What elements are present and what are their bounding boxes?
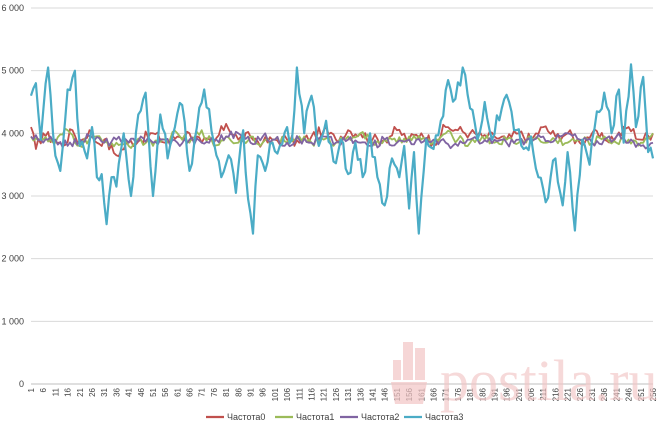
legend-label: Частота0 [227, 412, 265, 422]
x-tick-label: 256 [649, 387, 658, 401]
x-tick-label: 241 [612, 387, 621, 401]
x-tick-label: 166 [429, 387, 438, 401]
x-tick-label: 216 [551, 387, 560, 401]
x-tick-label: 136 [356, 387, 365, 401]
x-tick-label: 126 [332, 387, 341, 401]
hand-icon [391, 342, 427, 404]
x-tick-label: 246 [625, 387, 634, 401]
legend-label: Частота3 [425, 412, 463, 422]
legend: Частота0 Частота1 Частота2 Частота3 [206, 412, 463, 422]
x-tick-label: 176 [454, 387, 463, 401]
x-tick-label: 106 [283, 387, 292, 401]
watermark: postila.ru [391, 342, 657, 413]
x-tick-label: 6 [39, 387, 48, 392]
x-tick-label: 221 [564, 387, 573, 401]
x-tick-label: 76 [210, 387, 219, 396]
y-tick-label: 6 000 [1, 3, 24, 13]
x-tick-label: 96 [259, 387, 268, 396]
x-tick-label: 251 [637, 387, 646, 401]
y-tick-label: 2 000 [1, 254, 24, 264]
x-tick-label: 71 [198, 387, 207, 396]
series-layer [29, 63, 655, 235]
x-tick-label: 66 [186, 387, 195, 396]
x-tick-label: 21 [76, 387, 85, 396]
grid-layer [31, 7, 653, 385]
x-tick-label: 186 [478, 387, 487, 401]
x-tick-label: 91 [247, 387, 256, 396]
x-tick-label: 191 [490, 387, 499, 401]
x-tick-label: 171 [442, 387, 451, 401]
x-tick-label: 101 [271, 387, 280, 401]
watermark-text: postila.ru [440, 348, 657, 413]
y-tick-label: 4 000 [1, 128, 24, 138]
y-tick-label: 5 000 [1, 66, 24, 76]
y-tick-label: 1 000 [1, 316, 24, 326]
y-tick-label: 0 [19, 379, 24, 389]
x-tick-label: 131 [344, 387, 353, 401]
x-tick-label: 1 [27, 387, 36, 392]
x-tick-label: 146 [381, 387, 390, 401]
legend-label: Частота2 [361, 412, 399, 422]
x-tick-label: 206 [527, 387, 536, 401]
x-tick-label: 196 [503, 387, 512, 401]
x-tick-label: 61 [173, 387, 182, 396]
y-tick-label: 3 000 [1, 191, 24, 201]
x-tick-label: 86 [234, 387, 243, 396]
x-tick-label: 111 [295, 387, 304, 400]
x-tick-label: 16 [64, 387, 73, 396]
x-tick-label: 26 [88, 387, 97, 396]
legend-label: Частота1 [296, 412, 334, 422]
x-tick-label: 81 [222, 387, 231, 396]
x-tick-label: 56 [161, 387, 170, 396]
x-tick-label: 141 [368, 387, 377, 401]
x-tick-label: 211 [539, 387, 548, 400]
x-tick-label: 46 [137, 387, 146, 396]
x-tick-label: 201 [515, 387, 524, 401]
x-tick-label: 121 [320, 387, 329, 401]
x-tick-label: 11 [51, 387, 60, 396]
x-tick-label: 36 [112, 387, 121, 396]
x-tick-label: 236 [600, 387, 609, 401]
series-line-3 [29, 63, 655, 235]
x-tick-label: 31 [100, 387, 109, 396]
x-tick-label: 181 [466, 387, 475, 401]
x-tick-label: 231 [588, 387, 597, 401]
y-axis-ticks: 0 1 000 2 000 3 000 4 000 5 000 6 000 [1, 3, 24, 389]
x-tick-label: 226 [576, 387, 585, 401]
x-tick-label: 51 [149, 387, 158, 396]
x-tick-label: 41 [125, 387, 134, 396]
x-tick-label: 116 [308, 387, 317, 400]
